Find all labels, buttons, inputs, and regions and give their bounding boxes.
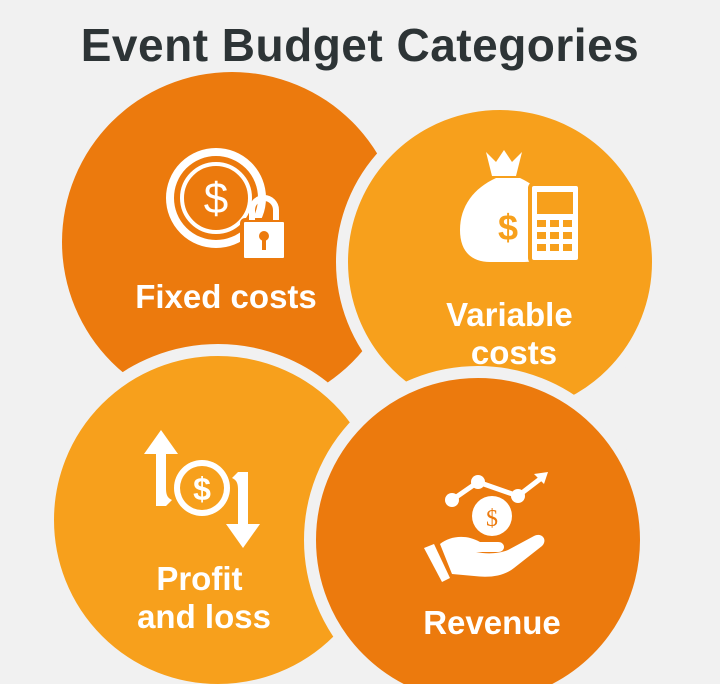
profit-and-loss-label: Profit and loss xyxy=(137,560,271,635)
label-line: Revenue xyxy=(423,604,561,641)
dollar-lock-icon: $ xyxy=(166,148,288,262)
revenue-label: Revenue xyxy=(423,604,561,641)
fixed-costs-label: Fixed costs xyxy=(135,278,317,315)
page-title: Event Budget Categories xyxy=(80,19,640,71)
moneybag-calculator-icon: $ xyxy=(460,150,582,264)
label-line: and loss xyxy=(137,598,271,635)
label-line: Fixed costs xyxy=(135,278,317,315)
svg-text:$: $ xyxy=(498,207,518,248)
label-line: costs xyxy=(471,334,557,371)
label-line: Variable xyxy=(446,296,573,333)
svg-text:$: $ xyxy=(204,174,228,223)
dollar-up-down-arrows-icon: $ xyxy=(144,430,260,548)
variable-costs-label: Variable costs xyxy=(446,296,582,371)
svg-text:$: $ xyxy=(486,506,498,532)
svg-text:$: $ xyxy=(193,471,211,507)
hand-coin-growth-icon: $ xyxy=(424,472,548,582)
label-line: Profit xyxy=(156,560,242,597)
